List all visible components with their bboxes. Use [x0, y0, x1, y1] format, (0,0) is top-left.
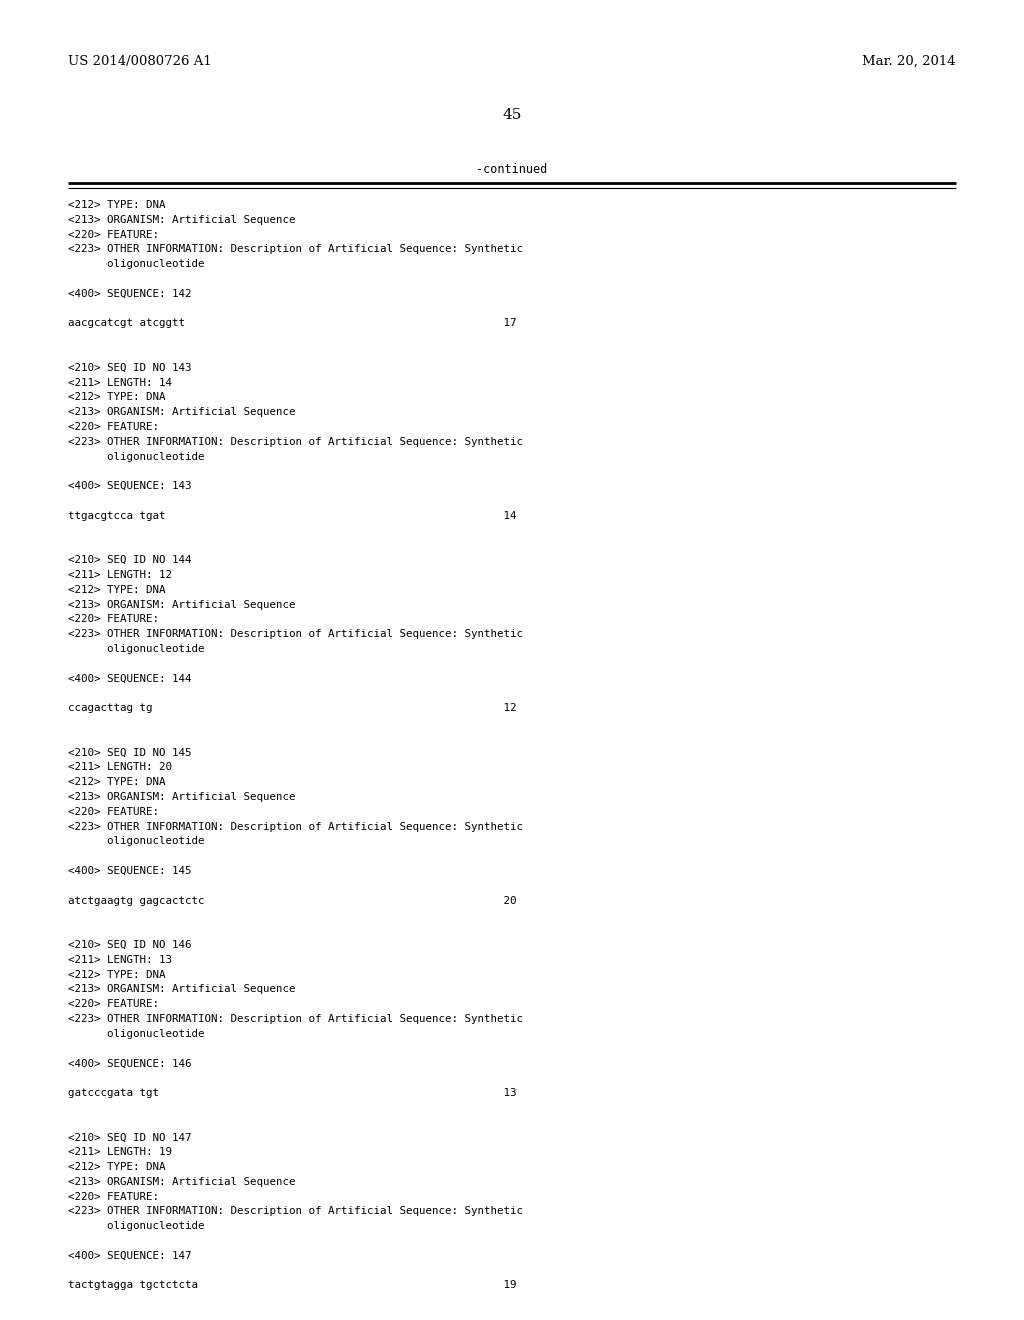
Text: <213> ORGANISM: Artificial Sequence: <213> ORGANISM: Artificial Sequence	[68, 1177, 296, 1187]
Text: <210> SEQ ID NO 147: <210> SEQ ID NO 147	[68, 1133, 191, 1142]
Text: <211> LENGTH: 14: <211> LENGTH: 14	[68, 378, 172, 388]
Text: <212> TYPE: DNA: <212> TYPE: DNA	[68, 1162, 166, 1172]
Text: <400> SEQUENCE: 144: <400> SEQUENCE: 144	[68, 673, 191, 684]
Text: <220> FEATURE:: <220> FEATURE:	[68, 230, 159, 240]
Text: <212> TYPE: DNA: <212> TYPE: DNA	[68, 392, 166, 403]
Text: <211> LENGTH: 19: <211> LENGTH: 19	[68, 1147, 172, 1158]
Text: oligonucleotide: oligonucleotide	[68, 644, 205, 653]
Text: <211> LENGTH: 13: <211> LENGTH: 13	[68, 954, 172, 965]
Text: gatcccgata tgt                                                     13: gatcccgata tgt 13	[68, 1088, 516, 1098]
Text: <400> SEQUENCE: 147: <400> SEQUENCE: 147	[68, 1251, 191, 1261]
Text: <212> TYPE: DNA: <212> TYPE: DNA	[68, 201, 166, 210]
Text: -continued: -continued	[476, 162, 548, 176]
Text: <223> OTHER INFORMATION: Description of Artificial Sequence: Synthetic: <223> OTHER INFORMATION: Description of …	[68, 821, 523, 832]
Text: atctgaagtg gagcactctc                                              20: atctgaagtg gagcactctc 20	[68, 895, 516, 906]
Text: <400> SEQUENCE: 146: <400> SEQUENCE: 146	[68, 1059, 191, 1068]
Text: <400> SEQUENCE: 143: <400> SEQUENCE: 143	[68, 482, 191, 491]
Text: <223> OTHER INFORMATION: Description of Artificial Sequence: Synthetic: <223> OTHER INFORMATION: Description of …	[68, 630, 523, 639]
Text: tactgtagga tgctctcta                                               19: tactgtagga tgctctcta 19	[68, 1280, 516, 1291]
Text: <213> ORGANISM: Artificial Sequence: <213> ORGANISM: Artificial Sequence	[68, 792, 296, 803]
Text: oligonucleotide: oligonucleotide	[68, 1028, 205, 1039]
Text: US 2014/0080726 A1: US 2014/0080726 A1	[68, 55, 212, 69]
Text: <400> SEQUENCE: 145: <400> SEQUENCE: 145	[68, 866, 191, 876]
Text: ccagacttag tg                                                      12: ccagacttag tg 12	[68, 704, 516, 713]
Text: <213> ORGANISM: Artificial Sequence: <213> ORGANISM: Artificial Sequence	[68, 407, 296, 417]
Text: oligonucleotide: oligonucleotide	[68, 259, 205, 269]
Text: <212> TYPE: DNA: <212> TYPE: DNA	[68, 777, 166, 787]
Text: ttgacgtcca tgat                                                    14: ttgacgtcca tgat 14	[68, 511, 516, 521]
Text: <213> ORGANISM: Artificial Sequence: <213> ORGANISM: Artificial Sequence	[68, 215, 296, 224]
Text: <211> LENGTH: 12: <211> LENGTH: 12	[68, 570, 172, 579]
Text: <210> SEQ ID NO 145: <210> SEQ ID NO 145	[68, 747, 191, 758]
Text: <213> ORGANISM: Artificial Sequence: <213> ORGANISM: Artificial Sequence	[68, 599, 296, 610]
Text: <223> OTHER INFORMATION: Description of Artificial Sequence: Synthetic: <223> OTHER INFORMATION: Description of …	[68, 244, 523, 255]
Text: aacgcatcgt atcggtt                                                 17: aacgcatcgt atcggtt 17	[68, 318, 516, 329]
Text: oligonucleotide: oligonucleotide	[68, 1221, 205, 1232]
Text: <220> FEATURE:: <220> FEATURE:	[68, 999, 159, 1010]
Text: oligonucleotide: oligonucleotide	[68, 837, 205, 846]
Text: <212> TYPE: DNA: <212> TYPE: DNA	[68, 585, 166, 595]
Text: <213> ORGANISM: Artificial Sequence: <213> ORGANISM: Artificial Sequence	[68, 985, 296, 994]
Text: <210> SEQ ID NO 143: <210> SEQ ID NO 143	[68, 363, 191, 372]
Text: <223> OTHER INFORMATION: Description of Artificial Sequence: Synthetic: <223> OTHER INFORMATION: Description of …	[68, 1206, 523, 1217]
Text: <220> FEATURE:: <220> FEATURE:	[68, 1192, 159, 1201]
Text: <210> SEQ ID NO 146: <210> SEQ ID NO 146	[68, 940, 191, 950]
Text: <210> SEQ ID NO 144: <210> SEQ ID NO 144	[68, 556, 191, 565]
Text: <220> FEATURE:: <220> FEATURE:	[68, 614, 159, 624]
Text: <211> LENGTH: 20: <211> LENGTH: 20	[68, 763, 172, 772]
Text: 45: 45	[503, 108, 521, 121]
Text: <220> FEATURE:: <220> FEATURE:	[68, 422, 159, 432]
Text: Mar. 20, 2014: Mar. 20, 2014	[862, 55, 956, 69]
Text: <220> FEATURE:: <220> FEATURE:	[68, 807, 159, 817]
Text: <223> OTHER INFORMATION: Description of Artificial Sequence: Synthetic: <223> OTHER INFORMATION: Description of …	[68, 1014, 523, 1024]
Text: <400> SEQUENCE: 142: <400> SEQUENCE: 142	[68, 289, 191, 298]
Text: <212> TYPE: DNA: <212> TYPE: DNA	[68, 970, 166, 979]
Text: <223> OTHER INFORMATION: Description of Artificial Sequence: Synthetic: <223> OTHER INFORMATION: Description of …	[68, 437, 523, 446]
Text: oligonucleotide: oligonucleotide	[68, 451, 205, 462]
